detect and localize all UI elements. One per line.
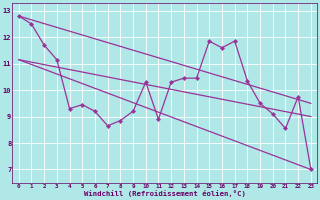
X-axis label: Windchill (Refroidissement éolien,°C): Windchill (Refroidissement éolien,°C): [84, 190, 246, 197]
